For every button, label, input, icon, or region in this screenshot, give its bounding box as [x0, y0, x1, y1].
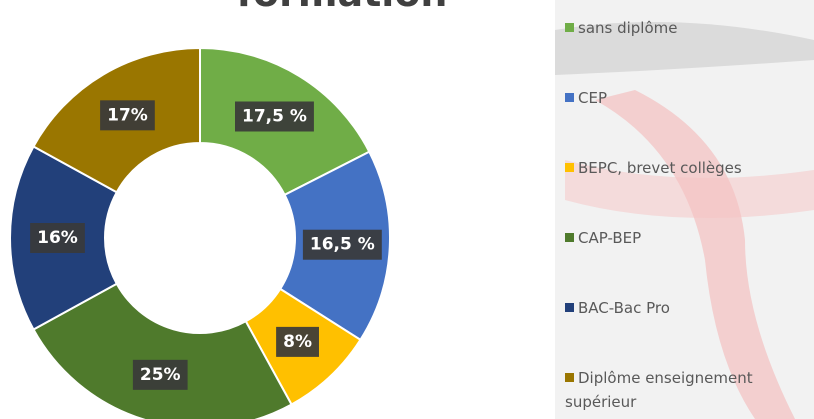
legend-swatch [565, 233, 574, 242]
legend-label: BEPC, brevet collèges [578, 159, 742, 177]
legend-item: CAP-BEP [565, 226, 810, 250]
data-label: 8% [283, 332, 312, 352]
data-label-box [30, 223, 85, 253]
legend-item: sans diplôme [565, 16, 810, 40]
legend-label: sans diplôme [578, 19, 678, 37]
legend-label: Diplôme enseignement supérieur [565, 369, 753, 411]
data-label: 17% [107, 105, 148, 125]
donut-slice [32, 282, 293, 419]
legend-label: CEP [578, 89, 607, 107]
data-label-box [302, 229, 382, 260]
data-label: 16,5 % [310, 235, 375, 255]
chart: formation 17,5 % 16,5 % 8% 25% 16% 17% [9, 0, 448, 419]
chart-title: formation [237, 0, 448, 15]
data-label: 17,5 % [242, 106, 307, 126]
legend-swatch [565, 93, 574, 102]
legend-swatch [565, 373, 574, 382]
legend-label: BAC-Bac Pro [578, 299, 670, 317]
legend-background [555, 22, 814, 419]
data-label-box [276, 326, 319, 357]
data-label-box [132, 359, 188, 390]
legend-label: CAP-BEP [578, 229, 642, 247]
legend-item: Diplôme enseignement supérieur [565, 366, 810, 414]
data-label-box [100, 100, 155, 131]
legend: sans diplôme CEP BEPC, brevet collèges CAP-… [555, 0, 814, 419]
legend-item: BAC-Bac Pro [565, 296, 810, 320]
legend-swatch [565, 303, 574, 312]
legend-swatch [565, 163, 574, 172]
data-label: 25% [140, 365, 181, 385]
data-label: 16% [37, 228, 78, 248]
data-label-box [235, 101, 314, 132]
legend-swatch [565, 23, 574, 32]
legend-item: CEP [565, 86, 810, 110]
legend-item: BEPC, brevet collèges [565, 156, 810, 180]
